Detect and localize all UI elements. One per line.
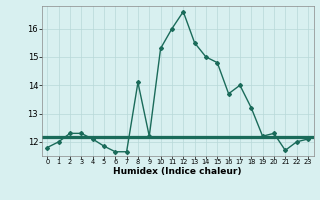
X-axis label: Humidex (Indice chaleur): Humidex (Indice chaleur) (113, 167, 242, 176)
